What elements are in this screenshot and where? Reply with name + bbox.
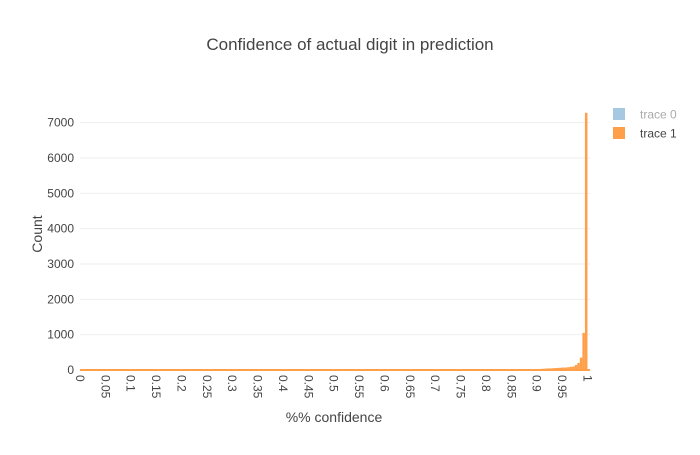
y-tick-label-5: 5000 bbox=[47, 186, 74, 200]
bar-trace-1-13 bbox=[564, 367, 568, 370]
legend-label-0: trace 0 bbox=[640, 108, 677, 122]
x-tick-label-8: 0.4 bbox=[276, 375, 290, 392]
x-tick-label-9: 0.45 bbox=[301, 375, 315, 399]
bar-trace-1-16 bbox=[572, 366, 575, 370]
x-tick-label-11: 0.55 bbox=[352, 375, 366, 399]
bar-trace-1-12 bbox=[562, 367, 565, 370]
x-tick-label-2: 0.1 bbox=[124, 375, 138, 392]
x-tick-label-20: 1 bbox=[580, 375, 594, 382]
y-tick-label-7: 7000 bbox=[47, 116, 74, 130]
x-axis-label: %% confidence bbox=[286, 409, 383, 425]
y-tick-label-3: 3000 bbox=[47, 257, 74, 271]
x-tick-label-13: 0.65 bbox=[403, 375, 417, 399]
x-tick-label-0: 0 bbox=[73, 375, 87, 382]
x-tick-label-3: 0.15 bbox=[149, 375, 163, 399]
x-tick-label-6: 0.3 bbox=[225, 375, 239, 392]
bar-trace-1-11 bbox=[559, 367, 563, 370]
bars-layer bbox=[531, 112, 588, 371]
x-tick-label-10: 0.5 bbox=[327, 375, 341, 392]
bar-trace-1-19 bbox=[579, 357, 583, 370]
bar-trace-1-14 bbox=[567, 367, 570, 370]
y-tick-label-1: 1000 bbox=[47, 328, 74, 342]
bar-trace-1-21 bbox=[584, 112, 588, 371]
x-tick-label-1: 0.05 bbox=[98, 375, 112, 399]
x-tick-label-16: 0.8 bbox=[479, 375, 493, 392]
chart-title: Confidence of actual digit in prediction bbox=[206, 35, 493, 54]
bar-trace-1-18 bbox=[577, 362, 580, 370]
x-tick-label-19: 0.95 bbox=[555, 375, 569, 399]
x-tick-label-5: 0.25 bbox=[200, 375, 214, 399]
x-tick-label-14: 0.7 bbox=[428, 375, 442, 392]
legend: trace 0 trace 1 bbox=[613, 108, 677, 141]
legend-label-1: trace 1 bbox=[640, 127, 677, 141]
grid-layer bbox=[80, 122, 590, 336]
axis-layer: 0 1000 2000 3000 4000 5000 6000 7000 0 0.05 0.1 0.1… bbox=[47, 116, 594, 399]
y-axis-label: Count bbox=[29, 215, 45, 252]
bar-trace-1-15 bbox=[569, 366, 573, 370]
x-tick-label-7: 0.35 bbox=[251, 375, 265, 399]
y-tick-label-4: 4000 bbox=[47, 222, 74, 236]
bar-trace-1-10 bbox=[557, 367, 560, 370]
y-tick-label-2: 2000 bbox=[47, 292, 74, 306]
y-tick-label-0: 0 bbox=[67, 363, 74, 377]
x-tick-label-18: 0.9 bbox=[530, 375, 544, 392]
bar-trace-1-17 bbox=[574, 365, 578, 370]
legend-swatch-0 bbox=[613, 108, 625, 120]
x-tick-label-12: 0.6 bbox=[377, 375, 391, 392]
x-tick-label-17: 0.85 bbox=[504, 375, 518, 399]
x-tick-label-4: 0.2 bbox=[174, 375, 188, 392]
x-tick-label-15: 0.75 bbox=[454, 375, 468, 399]
bar-trace-1-20 bbox=[582, 332, 585, 370]
y-tick-label-6: 6000 bbox=[47, 151, 74, 165]
legend-swatch-1 bbox=[613, 127, 625, 139]
